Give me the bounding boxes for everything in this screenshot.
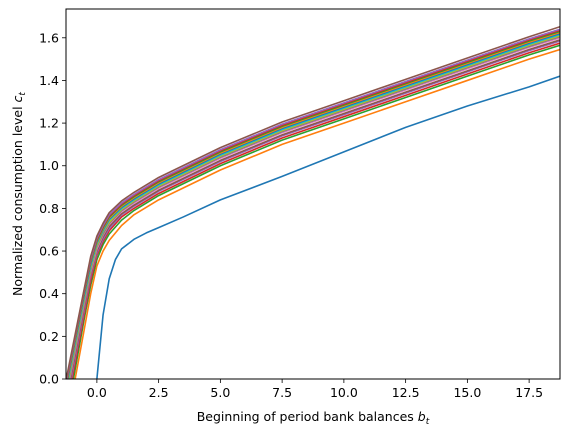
y-tick-label: 1.4: [39, 73, 59, 88]
y-axis: 0.0 0.2 0.4 0.6 0.8 1.0 1.2 1.4 1.6: [39, 30, 66, 387]
x-tick-label: 17.5: [515, 385, 543, 400]
x-tick-label: 0.0: [87, 385, 107, 400]
series-line-1: [96, 75, 560, 379]
x-tick-label: 5.0: [210, 385, 230, 400]
y-tick-label: 0.0: [39, 372, 59, 387]
y-tick-label: 0.6: [39, 244, 59, 259]
x-tick-label: 7.5: [272, 385, 292, 400]
x-tick-label: 15.0: [453, 385, 481, 400]
y-axis-label: Normalized consumption level ct: [10, 92, 28, 296]
y-tick-label: 0.8: [39, 201, 59, 216]
series-line-4: [71, 42, 560, 379]
series-layer: [66, 25, 560, 379]
x-tick-label: 10.0: [330, 385, 358, 400]
x-axis-label: Beginning of period bank balances bt: [197, 409, 430, 427]
x-axis: 0.0 2.5 5.0 7.5 10.0 12.5 15.0 17.5: [87, 379, 543, 400]
y-tick-label: 0.4: [39, 286, 59, 301]
x-tick-label: 12.5: [392, 385, 420, 400]
plot-frame: [65, 8, 561, 380]
y-tick-label: 1.2: [39, 116, 59, 131]
y-tick-label: 1.6: [39, 30, 59, 45]
series-line-3: [72, 44, 560, 379]
series-line-16: [66, 25, 560, 379]
y-tick-label: 0.2: [39, 329, 59, 344]
x-tick-label: 2.5: [149, 385, 169, 400]
y-tick-label: 1.0: [39, 158, 59, 173]
series-line-2: [74, 48, 560, 379]
